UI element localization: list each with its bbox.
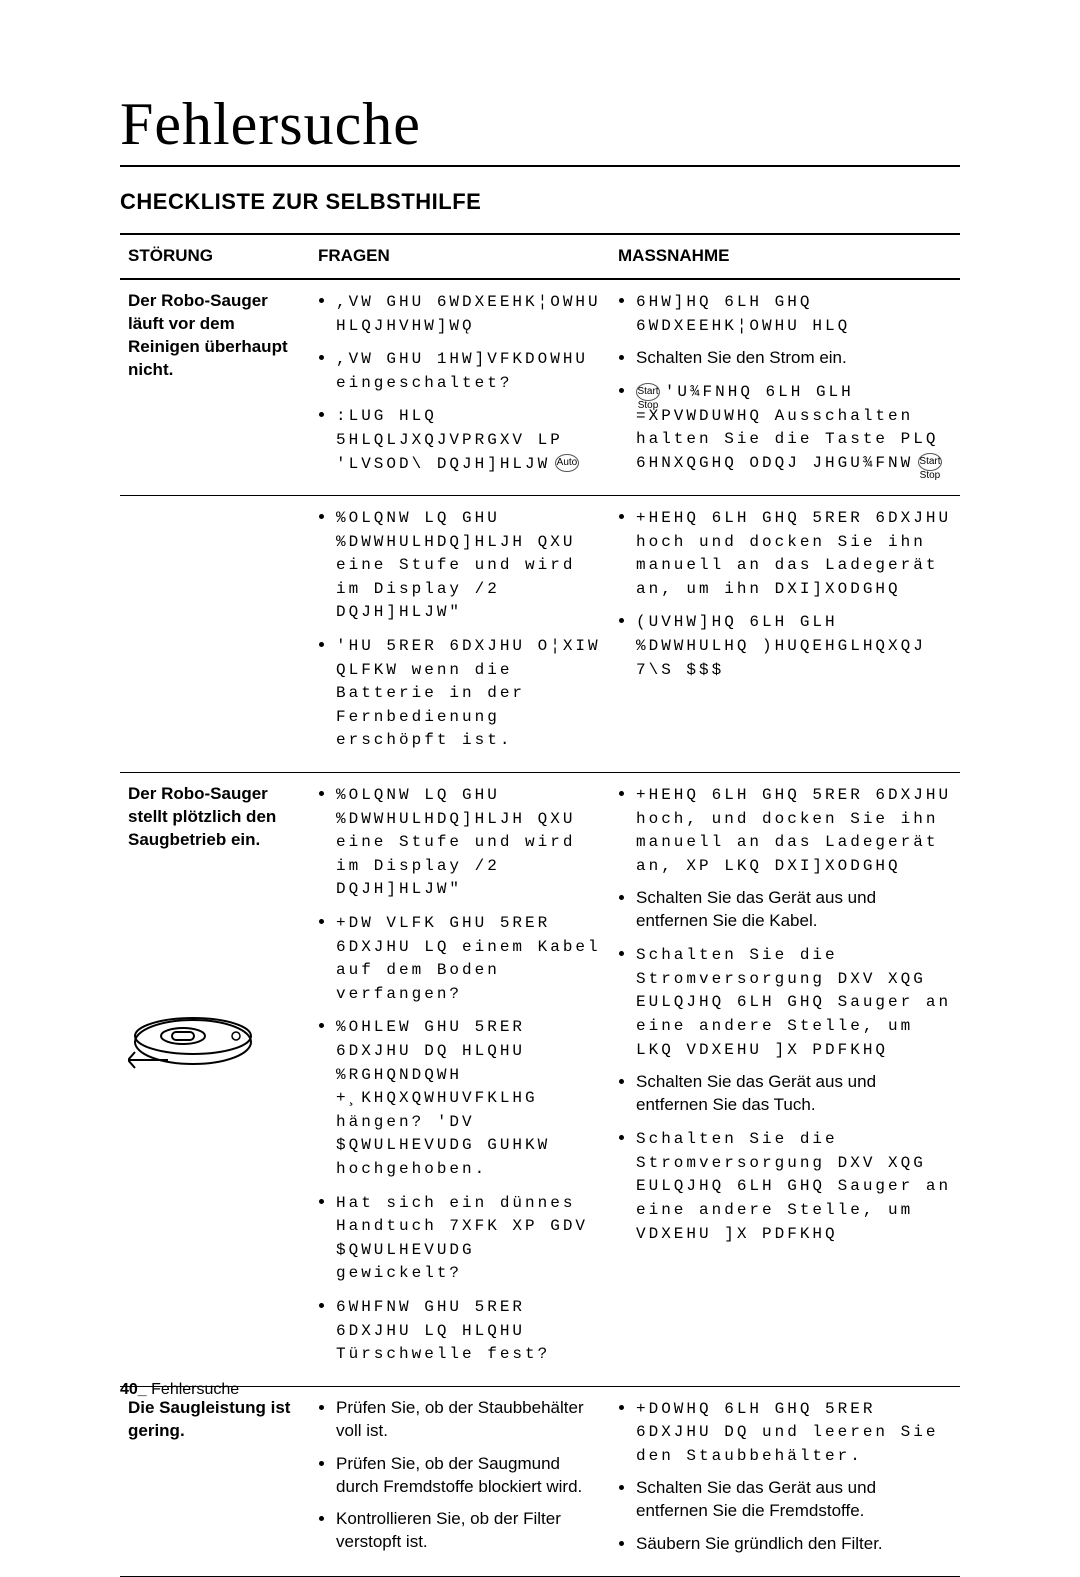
list-item: ,VW GHU 6WDXEEHK¦OWHU HLQJHVHW]WǪ bbox=[336, 290, 602, 337]
fragen-cell: %OLQNW LQ GHU %DWWHULHDQ]HLJH QXU eine S… bbox=[310, 773, 610, 1387]
list-item: :LUG HLQ 5HLQLJXQJVPRGXV LP 'LVSOD\ DQJH… bbox=[336, 404, 602, 475]
fragen-cell: %OLQNW LQ GHU %DWWHULHDQ]HLJH QXU eine S… bbox=[310, 496, 610, 773]
page-subtitle: CHECKLISTE ZUR SELBSTHILFE bbox=[120, 189, 960, 215]
table-row: %OLQNW LQ GHU %DWWHULHDQ]HLJH QXU eine S… bbox=[120, 496, 960, 773]
list-item: (UVHW]HQ 6LH GLH %DWWHULHQ )HUQEHGLHQXQJ… bbox=[636, 610, 952, 681]
page-footer: 40_ Fehlersuche bbox=[120, 1381, 239, 1399]
robot-vacuum-icon bbox=[128, 1012, 268, 1072]
list-item: Säubern Sie gründlich den Filter. bbox=[636, 1533, 952, 1556]
footer-section: Fehlersuche bbox=[151, 1381, 239, 1398]
table-row: Der Robo-Sauger läuft vor dem Reinigen ü… bbox=[120, 279, 960, 496]
massnahme-cell: +DOWHQ 6LH GHQ 5RER 6DXJHU DQ und leeren… bbox=[610, 1386, 960, 1577]
title-rule: Fehlersuche bbox=[120, 90, 960, 167]
footer-page-number: 40_ bbox=[120, 1381, 147, 1398]
start-stop-icon: StartStop bbox=[636, 383, 660, 401]
list-item: 6HW]HQ 6LH GHQ 6WDXEEHK¦OWHU HLQ bbox=[636, 290, 952, 337]
header-stoerung: STÖRUNG bbox=[120, 234, 310, 279]
start-stop-icon: StartStop bbox=[918, 453, 942, 471]
list-item: +HEHQ 6LH GHQ 5RER 6DXJHU hoch und docke… bbox=[636, 506, 952, 600]
stoerung-cell: Der Robo-Sauger läuft vor dem Reinigen ü… bbox=[120, 279, 310, 496]
fragen-cell: Prüfen Sie, ob der Staubbehälter voll is… bbox=[310, 1386, 610, 1577]
stoerung-text: Der Robo-Sauger stellt plötzlich den Sau… bbox=[128, 784, 276, 849]
list-item: Schalten Sie den Strom ein. bbox=[636, 347, 952, 370]
fragen-cell: ,VW GHU 6WDXEEHK¦OWHU HLQJHVHW]WǪ ,VW GH… bbox=[310, 279, 610, 496]
header-fragen: FRAGEN bbox=[310, 234, 610, 279]
list-item: Prüfen Sie, ob der Staubbehälter voll is… bbox=[336, 1397, 602, 1443]
list-item: Kontrollieren Sie, ob der Filter verstop… bbox=[336, 1508, 602, 1554]
table-row: Der Robo-Sauger stellt plötzlich den Sau… bbox=[120, 773, 960, 1387]
list-item: Prüfen Sie, ob der Saugmund durch Fremds… bbox=[336, 1453, 602, 1499]
list-item: Schalten Sie das Gerät aus und entfernen… bbox=[636, 1477, 952, 1523]
list-item: Schalten Sie die Stromversorgung DXV XQG… bbox=[636, 943, 952, 1061]
stoerung-cell bbox=[120, 496, 310, 773]
list-item: Hat sich ein dünnes Handtuch 7XFK XP GDV… bbox=[336, 1191, 602, 1285]
list-item: 'HU 5RER 6DXJHU O¦XIW QLFKW wenn die Bat… bbox=[336, 634, 602, 752]
table-header-row: STÖRUNG FRAGEN MASSNAHME bbox=[120, 234, 960, 279]
list-item: 6WHFNW GHU 5RER 6DXJHU LQ HLQHU Türschwe… bbox=[336, 1295, 602, 1366]
page-root: Fehlersuche CHECKLISTE ZUR SELBSTHILFE S… bbox=[0, 0, 1080, 1469]
list-item: Schalten Sie die Stromversorgung DXV XQG… bbox=[636, 1127, 952, 1245]
massnahme-cell: +HEHQ 6LH GHQ 5RER 6DXJHU hoch, und dock… bbox=[610, 773, 960, 1387]
list-item: +DOWHQ 6LH GHQ 5RER 6DXJHU DQ und leeren… bbox=[636, 1397, 952, 1468]
stoerung-cell: Die Saugleistung ist gering. bbox=[120, 1386, 310, 1577]
stoerung-cell: Der Robo-Sauger stellt plötzlich den Sau… bbox=[120, 773, 310, 1387]
massnahme-cell: 6HW]HQ 6LH GHQ 6WDXEEHK¦OWHU HLQ Schalte… bbox=[610, 279, 960, 496]
header-massnahme: MASSNAHME bbox=[610, 234, 960, 279]
list-item: StartStop 'U¾FNHQ 6LH GLH =XPVWDUWHQ Aus… bbox=[636, 380, 952, 474]
list-item: Schalten Sie das Gerät aus und entfernen… bbox=[636, 887, 952, 933]
auto-icon: Auto bbox=[555, 454, 579, 472]
table-row: Die Saugleistung ist gering. Prüfen Sie,… bbox=[120, 1386, 960, 1577]
list-item: ,VW GHU 1HW]VFKDOWHU eingeschaltet? bbox=[336, 347, 602, 394]
list-item: %OHLEW GHU 5RER 6DXJHU DQ HLQHU %RGHQNDQ… bbox=[336, 1015, 602, 1180]
page-title: Fehlersuche bbox=[120, 90, 960, 159]
list-item: +DW VLFK GHU 5RER 6DXJHU LQ einem Kabel … bbox=[336, 911, 602, 1005]
massnahme-cell: +HEHQ 6LH GHQ 5RER 6DXJHU hoch und docke… bbox=[610, 496, 960, 773]
list-item: Schalten Sie das Gerät aus und entfernen… bbox=[636, 1071, 952, 1117]
list-item: %OLQNW LQ GHU %DWWHULHDQ]HLJH QXU eine S… bbox=[336, 506, 602, 624]
list-item: +HEHQ 6LH GHQ 5RER 6DXJHU hoch, und dock… bbox=[636, 783, 952, 877]
troubleshooting-table: STÖRUNG FRAGEN MASSNAHME Der Robo-Sauger… bbox=[120, 233, 960, 1577]
list-item: %OLQNW LQ GHU %DWWHULHDQ]HLJH QXU eine S… bbox=[336, 783, 602, 901]
